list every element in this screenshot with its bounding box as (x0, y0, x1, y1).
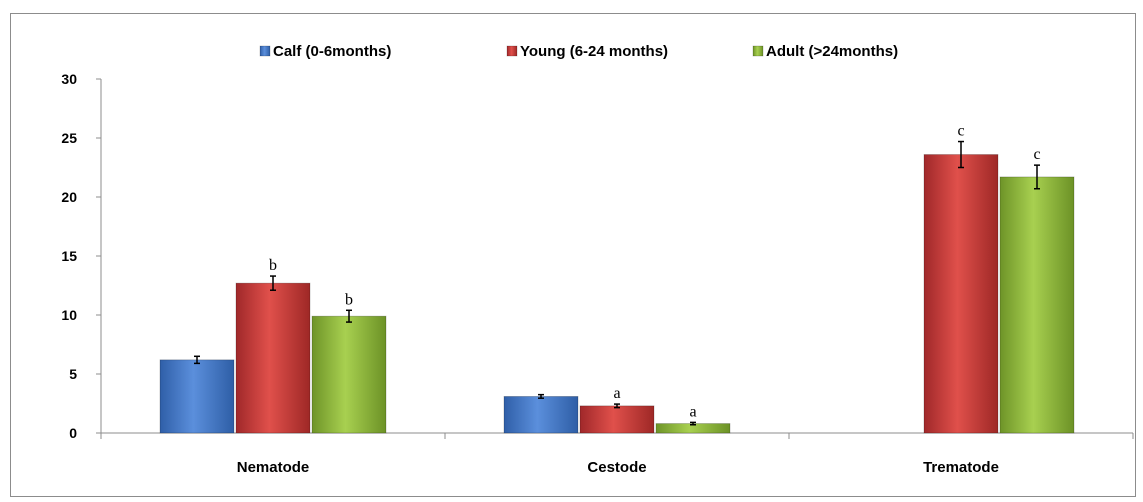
bars: b a c b a c (159, 123, 1075, 434)
legend-swatch (752, 45, 764, 57)
y-tick-label: 0 (69, 425, 77, 441)
legend-entry: Young (6-24 months) (520, 43, 668, 60)
y-tick-label: 30 (61, 71, 77, 87)
y-tick-label: 25 (61, 130, 77, 146)
legend-swatch (259, 45, 271, 57)
bar (999, 176, 1075, 434)
y-tick-label: 10 (61, 307, 77, 323)
legend-entry: Adult (>24months) (766, 43, 898, 60)
y-tick-label: 20 (61, 189, 77, 205)
bar (311, 315, 387, 434)
bar (503, 396, 579, 434)
significance-label: a (613, 385, 620, 402)
significance-label: c (957, 123, 964, 140)
bar (923, 154, 999, 434)
significance-label: b (269, 257, 277, 274)
x-category-label: Cestode (587, 459, 646, 476)
x-category-label: Trematode (923, 459, 999, 476)
legend-swatch (506, 45, 518, 57)
bar (159, 359, 235, 434)
significance-label: a (689, 403, 696, 420)
significance-label: c (1033, 146, 1040, 163)
y-tick-label: 15 (61, 248, 77, 264)
legend-entry: Calf (0-6months) (273, 43, 391, 60)
bar (579, 405, 655, 434)
legend: Calf (0-6months) Young (6-24 months) Adult… (259, 43, 898, 60)
bar (235, 282, 311, 434)
significance-label: b (345, 291, 353, 308)
x-category-label: Nematode (237, 459, 310, 476)
y-tick-label: 5 (69, 366, 77, 382)
